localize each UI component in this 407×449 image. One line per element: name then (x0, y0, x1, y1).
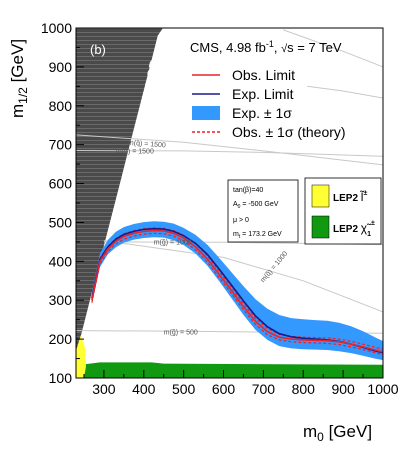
x-tick-label-500: 500 (172, 381, 196, 397)
y-tick-label-500: 500 (49, 214, 73, 230)
param-mt: mt = 173.2 GeV (233, 231, 282, 240)
y-tick-label-400: 400 (49, 253, 73, 269)
contour-line-1 (76, 150, 383, 157)
lep-slepton-region (76, 335, 86, 378)
lep-chargino-swatch (311, 215, 330, 239)
lep-slepton-swatch (311, 184, 330, 208)
parameter-box-frame (227, 179, 299, 243)
lep-chargino-label: LEP2 χ̃1± (333, 220, 375, 238)
header-energy: s = 7 TeV (287, 40, 342, 55)
y-tick-label-300: 300 (49, 292, 73, 308)
x-tick-label-1000: 1000 (367, 381, 398, 397)
legend-label-theory: Obs. ± 1σ (theory) (232, 124, 346, 140)
contour-line-2 (103, 240, 383, 313)
contour-line-0 (76, 134, 383, 166)
axis-layer: 300 400 500 600 700 800 900 1000 100 200 300 400 500… (41, 20, 399, 397)
contour-line-6 (307, 85, 383, 99)
contour-line-5 (283, 29, 383, 68)
panel-label: (b) (90, 42, 106, 57)
contour-label-3: m(g̃) = 1000 (154, 240, 192, 247)
y-axis-title: m1/2 [GeV] (8, 39, 30, 118)
exp-sigma-band (91, 221, 383, 361)
legend: Obs. Limit Exp. Limit Exp. ± 1σ Obs. ± 1… (192, 67, 346, 140)
legend-swatch-band (192, 106, 220, 120)
lep-slepton-label: LEP2 l̃± (333, 189, 367, 204)
y-tick-label-1000: 1000 (41, 20, 72, 36)
parameter-box: tan(β)=40 A0 = -500 GeV μ > 0 mt = 173.2… (227, 179, 299, 243)
header-experiment: CMS, 4.98 fb (190, 40, 266, 55)
y-tick-label-700: 700 (49, 137, 73, 153)
x-tick-label-400: 400 (132, 381, 156, 397)
param-tanbeta: tan(β)=40 (233, 187, 263, 194)
x-tick-label-600: 600 (212, 381, 236, 397)
header-lumi-sup: -1 (266, 39, 274, 49)
contour-label-1: m(g̃) = 1500 (116, 149, 154, 156)
header-sqrt: √ (281, 43, 288, 55)
y-tick-label-900: 900 (49, 59, 73, 75)
x-axis-title: m0 [GeV] (303, 422, 372, 444)
lep-legend: LEP2 l̃± LEP2 χ̃1± (304, 177, 382, 245)
y-tick-label-600: 600 (49, 176, 73, 192)
y-tick-label-100: 100 (49, 370, 73, 386)
lsp-excluded-region (76, 28, 166, 359)
legend-label-exp: Exp. Limit (232, 86, 294, 102)
cms-header: CMS, 4.98 fb-1, √s = 7 TeV (190, 39, 342, 55)
obs-limit-line (91, 229, 383, 353)
x-tick-label-700: 700 (252, 381, 276, 397)
x-tick-label-800: 800 (292, 381, 316, 397)
param-mu: μ > 0 (233, 217, 249, 224)
y-tick-label-800: 800 (49, 98, 73, 114)
header-energy-prefix: , (274, 40, 281, 55)
y-tick-label-200: 200 (49, 331, 73, 347)
x-tick-label-300: 300 (92, 381, 116, 397)
contour-label-4: m(g̃) = 500 (164, 329, 198, 336)
contour-label-0: m(q̃) = 1500 (128, 140, 166, 150)
x-tick-label-900: 900 (331, 381, 355, 397)
lep-chargino-region (76, 362, 383, 378)
param-a0: A0 = -500 GeV (233, 201, 279, 210)
legend-label-band: Exp. ± 1σ (232, 105, 292, 121)
legend-label-obs: Obs. Limit (232, 67, 295, 83)
